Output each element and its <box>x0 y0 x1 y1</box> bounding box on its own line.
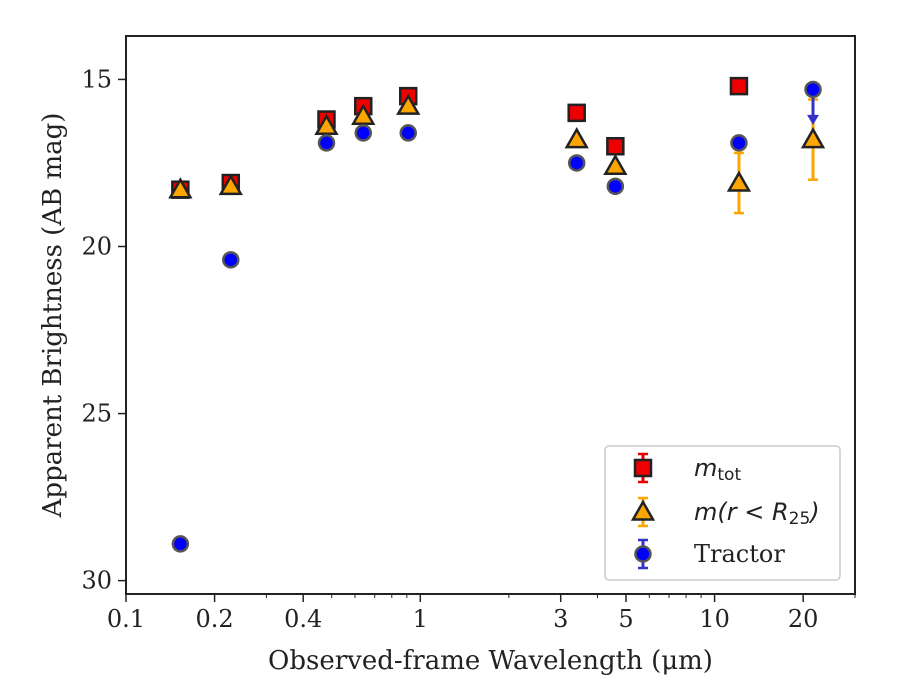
data-point <box>606 137 625 156</box>
y-axis-label: Apparent Brightness (AB mag) <box>38 113 68 519</box>
data-point <box>218 173 243 196</box>
series-circle <box>171 80 822 553</box>
legend-item: Tractor <box>634 538 785 570</box>
legend-marker <box>634 545 652 563</box>
x-tick-label: 20 <box>788 605 819 633</box>
y-tick-label: 30 <box>81 567 112 595</box>
y-tick-label: 20 <box>81 233 112 261</box>
data-point <box>567 103 586 123</box>
legend-item: m(r < R25) <box>630 496 820 529</box>
x-axis-label: Observed-frame Wavelength (μm) <box>268 646 713 676</box>
y-tick-label: 15 <box>81 65 112 93</box>
data-point <box>222 251 240 269</box>
x-tick-label: 1 <box>413 605 428 633</box>
upper-limit-arrow <box>807 114 820 125</box>
x-tick-label: 0.2 <box>196 605 234 633</box>
legend-label: m(r < R25) <box>694 498 820 529</box>
data-point <box>567 154 586 172</box>
data-point <box>314 113 339 135</box>
plot-frame <box>125 35 856 595</box>
data-point <box>399 124 417 142</box>
legend-item: mtot <box>633 452 741 485</box>
data-point <box>168 177 193 199</box>
legend-label: mtot <box>694 454 741 485</box>
data-point <box>730 134 748 152</box>
x-tick-label: 3 <box>553 605 568 633</box>
data-point <box>317 134 336 152</box>
legend-box <box>604 445 841 581</box>
data-point <box>606 177 625 196</box>
data-point <box>351 103 376 125</box>
x-tick-label: 10 <box>699 605 730 633</box>
data-point <box>603 153 628 176</box>
series-triangle <box>168 93 826 215</box>
legend-marker <box>630 499 656 521</box>
data-point <box>729 76 749 96</box>
chart-ticks: 0.1 0.2 0.4 1 3 5 10 20 15 20 25 30 <box>81 65 856 633</box>
x-tick-label: 0.1 <box>107 605 145 633</box>
x-tick-label: 0.4 <box>284 605 322 633</box>
legend-marker <box>633 458 653 478</box>
data-point <box>354 124 373 142</box>
legend-label: Tractor <box>694 540 785 568</box>
series-square <box>171 76 749 199</box>
legend: mtot m(r < R25) Tractor <box>604 445 841 581</box>
data-point <box>564 127 589 149</box>
chart-marks <box>168 76 826 553</box>
y-tick-label: 25 <box>81 400 112 428</box>
data-point <box>171 535 190 553</box>
data-point <box>726 170 752 192</box>
x-tick-label: 5 <box>618 605 633 633</box>
data-point <box>804 80 822 99</box>
data-point <box>800 127 826 149</box>
data-point <box>396 93 421 115</box>
